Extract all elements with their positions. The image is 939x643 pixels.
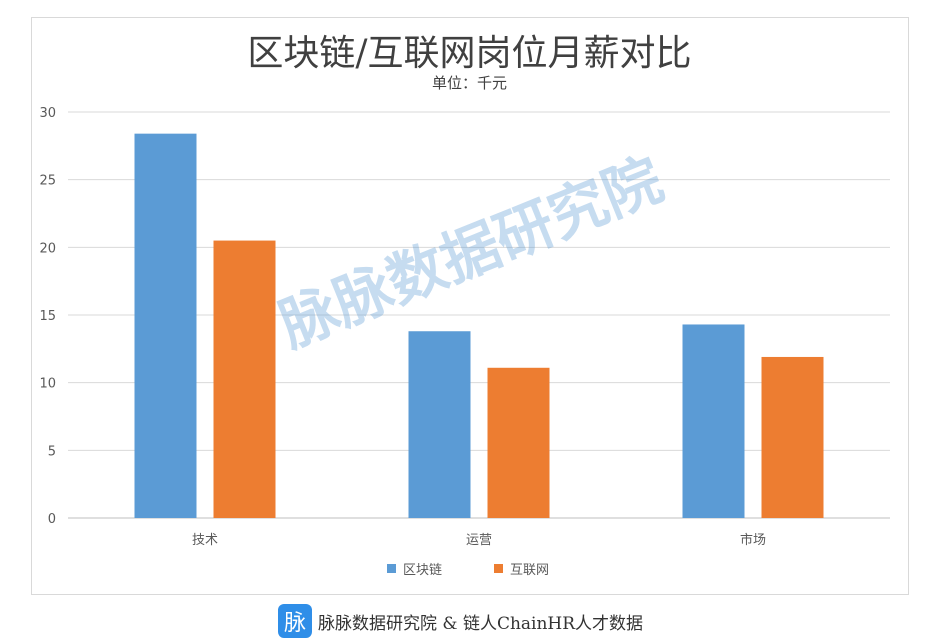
y-tick-label: 25	[39, 174, 56, 189]
y-tick-label: 30	[39, 106, 56, 121]
footer-text: 脉脉数据研究院 & 链人ChainHR人才数据	[318, 613, 644, 634]
y-tick-label: 20	[39, 241, 56, 256]
bar-区块链-技术	[134, 133, 197, 519]
chart-subtitle: 单位：千元	[431, 74, 507, 92]
legend-swatch	[494, 564, 503, 573]
bar-区块链-市场	[682, 324, 745, 518]
bar-区块链-运营	[408, 331, 471, 518]
bar-互联网-技术	[213, 240, 276, 519]
x-tick-label: 技术	[192, 533, 218, 548]
chart-title: 区块链/互联网岗位月薪对比	[247, 33, 692, 74]
legend-label: 区块链	[403, 563, 442, 578]
legend-label: 互联网	[510, 563, 549, 578]
y-tick-label: 15	[39, 309, 56, 324]
y-tick-label: 10	[39, 377, 56, 392]
x-tick-label: 市场	[740, 532, 766, 548]
x-tick-label: 运营	[466, 533, 492, 548]
bar-互联网-市场	[761, 356, 824, 518]
y-tick-label: 5	[48, 444, 56, 459]
maimai-logo-icon: 脉	[278, 604, 312, 638]
y-tick-label: 0	[48, 512, 56, 527]
legend-swatch	[387, 564, 396, 573]
chart-frame	[31, 17, 909, 595]
footer: 脉 脉脉数据研究院 & 链人ChainHR人才数据	[278, 604, 643, 638]
bar-互联网-运营	[487, 367, 550, 518]
